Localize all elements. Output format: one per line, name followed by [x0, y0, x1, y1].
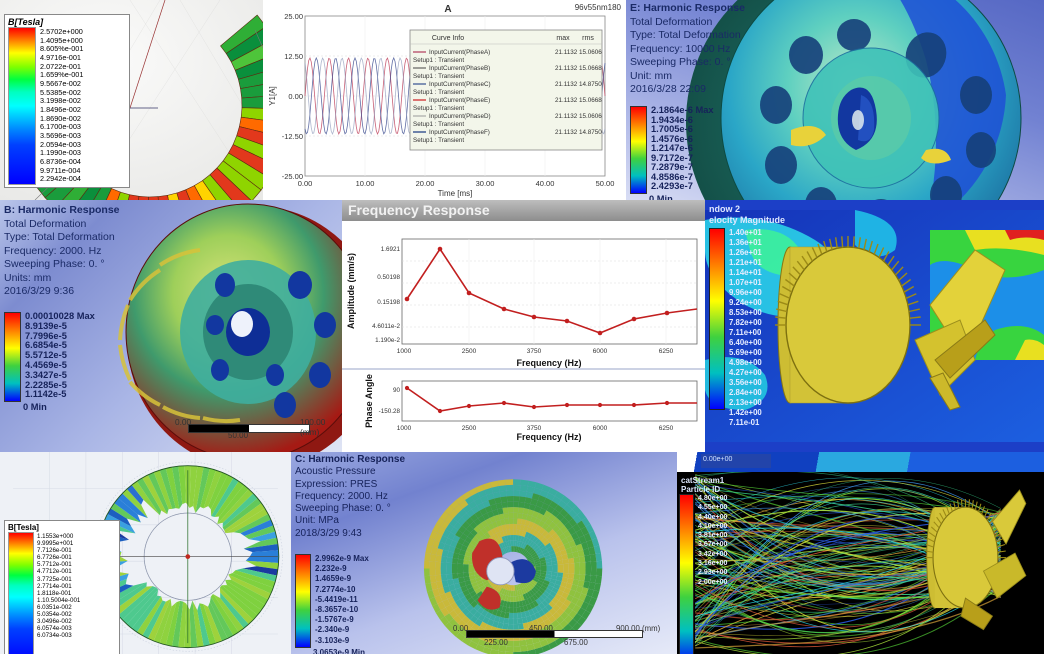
svg-text:0.15198: 0.15198	[377, 299, 400, 306]
svg-text:90: 90	[393, 387, 401, 394]
svg-text:21.1132: 21.1132	[555, 113, 578, 120]
svg-text:-12.50: -12.50	[282, 132, 303, 141]
svg-text:15.0606: 15.0606	[579, 113, 602, 120]
svg-text:15.0668: 15.0668	[579, 97, 602, 104]
svg-text:14.8750: 14.8750	[579, 81, 602, 88]
svg-text:Frequency (Hz): Frequency (Hz)	[516, 432, 581, 442]
svg-text:15.0606: 15.0606	[579, 49, 602, 56]
svg-text:50.00: 50.00	[596, 179, 615, 188]
svg-text:-150.28: -150.28	[379, 408, 401, 415]
svg-text:A: A	[444, 4, 451, 15]
svg-text:3750: 3750	[527, 425, 542, 432]
svg-text:21.1132: 21.1132	[555, 65, 578, 72]
svg-text:1.190e-2: 1.190e-2	[375, 337, 400, 344]
svg-text:Y1[A]: Y1[A]	[268, 86, 277, 106]
svg-text:10.00: 10.00	[356, 179, 375, 188]
svg-text:Curve Info: Curve Info	[432, 35, 464, 42]
svg-text:InputCurrent(PhaseD): InputCurrent(PhaseD)	[429, 113, 491, 120]
svg-text:InputCurrent(PhaseC): InputCurrent(PhaseC)	[429, 81, 491, 88]
svg-text:12.50: 12.50	[284, 52, 303, 61]
svg-text:rms: rms	[582, 35, 594, 42]
svg-text:14.8750: 14.8750	[579, 129, 602, 136]
svg-text:1000: 1000	[397, 348, 412, 355]
svg-text:Setup1 : Transient: Setup1 : Transient	[413, 73, 464, 80]
svg-text:6250: 6250	[659, 348, 674, 355]
svg-text:Amplitude (mm/s): Amplitude (mm/s)	[346, 253, 356, 329]
svg-text:30.00: 30.00	[476, 179, 495, 188]
svg-text:6250: 6250	[659, 425, 674, 432]
svg-text:0.50198: 0.50198	[377, 274, 400, 281]
svg-text:2500: 2500	[462, 348, 477, 355]
svg-text:1.6921: 1.6921	[381, 246, 401, 253]
svg-text:15.0668: 15.0668	[579, 65, 602, 72]
svg-text:2500: 2500	[462, 425, 477, 432]
svg-text:21.1132: 21.1132	[555, 49, 578, 56]
svg-text:InputCurrent(PhaseA): InputCurrent(PhaseA)	[429, 49, 490, 56]
svg-text:21.1132: 21.1132	[555, 97, 578, 104]
svg-text:Phase Angle: Phase Angle	[364, 374, 374, 428]
svg-text:Setup1 : Transient: Setup1 : Transient	[413, 57, 464, 64]
svg-text:InputCurrent(PhaseB): InputCurrent(PhaseB)	[429, 65, 490, 72]
svg-text:max: max	[556, 35, 570, 42]
svg-text:Setup1 : Transient: Setup1 : Transient	[413, 121, 464, 128]
svg-text:6000: 6000	[593, 348, 608, 355]
svg-text:21.1132: 21.1132	[555, 129, 578, 136]
svg-text:20.00: 20.00	[416, 179, 435, 188]
svg-text:25.00: 25.00	[284, 12, 303, 21]
svg-text:1000: 1000	[397, 425, 412, 432]
svg-text:6000: 6000	[593, 425, 608, 432]
svg-text:Setup1 : Transient: Setup1 : Transient	[413, 137, 464, 144]
svg-text:96v55nm180: 96v55nm180	[575, 3, 622, 12]
svg-text:3750: 3750	[527, 348, 542, 355]
svg-text:Frequency (Hz): Frequency (Hz)	[516, 358, 581, 368]
svg-text:InputCurrent(PhaseF): InputCurrent(PhaseF)	[429, 129, 490, 136]
svg-text:Time [ms]: Time [ms]	[438, 189, 473, 198]
svg-text:Setup1 : Transient: Setup1 : Transient	[413, 105, 464, 112]
svg-text:Setup1 : Transient: Setup1 : Transient	[413, 89, 464, 96]
svg-text:0.00: 0.00	[298, 179, 313, 188]
svg-text:InputCurrent(PhaseE): InputCurrent(PhaseE)	[429, 97, 490, 104]
svg-text:4.6011e-2: 4.6011e-2	[372, 323, 400, 330]
svg-text:0.00: 0.00	[288, 92, 303, 101]
svg-text:21.1132: 21.1132	[555, 81, 578, 88]
svg-text:40.00: 40.00	[536, 179, 555, 188]
